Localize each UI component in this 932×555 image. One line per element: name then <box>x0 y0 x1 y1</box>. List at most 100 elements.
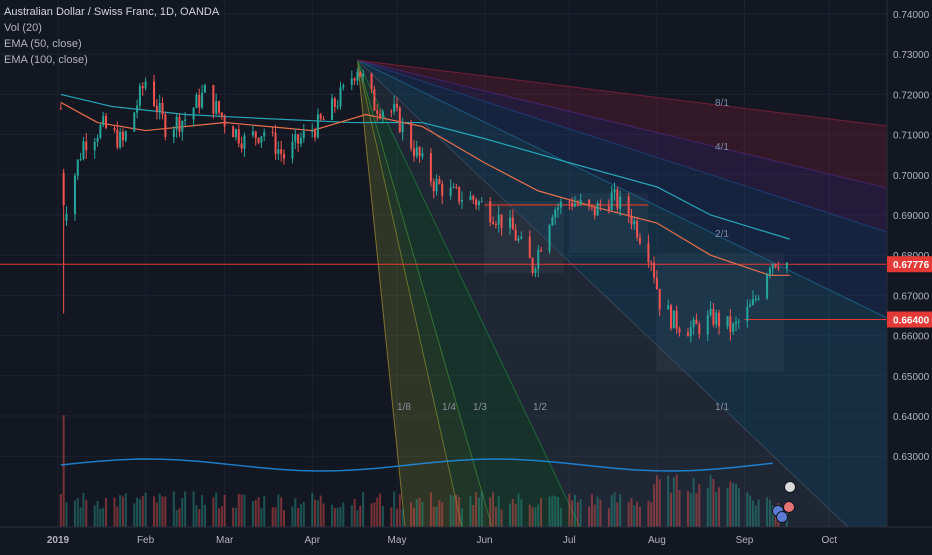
volume-bar <box>263 496 266 527</box>
candle-body <box>302 131 305 139</box>
volume-bar <box>616 502 619 527</box>
volume-bar <box>534 507 537 527</box>
candle <box>302 124 305 143</box>
candle-body <box>619 196 622 209</box>
volume-bar <box>353 498 356 527</box>
candle-body <box>489 201 492 223</box>
volume-bar <box>607 508 610 527</box>
candle-body <box>500 214 503 229</box>
candle-body <box>737 321 740 323</box>
candle <box>492 216 495 225</box>
volume-bar <box>254 499 257 527</box>
candle <box>571 197 574 211</box>
candle <box>178 113 181 137</box>
event-markers <box>772 481 796 523</box>
volume-bar <box>497 495 500 527</box>
candle-body <box>260 136 263 143</box>
candle-body <box>299 138 302 144</box>
candle-body <box>331 98 334 120</box>
price-tick-label: 0.74000 <box>893 10 930 21</box>
volume-bar <box>379 493 382 527</box>
candle-body <box>359 71 362 77</box>
candle-body <box>579 199 582 205</box>
candle <box>534 266 537 278</box>
candle <box>124 130 127 143</box>
candle-body <box>449 187 452 196</box>
candle-body <box>215 101 218 114</box>
candle <box>172 125 175 144</box>
volume-bar <box>540 497 543 527</box>
candle-body <box>178 116 181 132</box>
indicator-ema-100[interactable]: EMA (100, close) <box>4 54 88 66</box>
candle <box>627 193 630 224</box>
candle-body <box>220 112 223 117</box>
volume-bar <box>376 497 379 527</box>
candle <box>588 198 591 211</box>
volume-bar <box>568 493 571 527</box>
candle <box>299 132 302 148</box>
volume-bar <box>257 497 260 527</box>
candle-body <box>99 125 102 139</box>
volume-bar <box>410 502 413 527</box>
indicator-volume[interactable]: Vol (20) <box>4 22 42 34</box>
candle <box>376 104 379 122</box>
candle <box>240 136 243 153</box>
price-tick-label: 0.67000 <box>893 291 930 302</box>
candle-body <box>243 135 246 149</box>
candle <box>568 199 571 210</box>
candle <box>232 125 235 138</box>
indicator-ema-50[interactable]: EMA (50, close) <box>4 38 82 50</box>
volume-bar <box>670 492 673 527</box>
candle-body <box>93 141 96 151</box>
time-tick-label: May <box>388 535 407 546</box>
volume-bar <box>144 492 147 527</box>
candle <box>596 200 599 216</box>
candle <box>477 199 480 211</box>
volume-bar <box>746 492 749 527</box>
volume-bar <box>336 507 339 527</box>
volume-bar <box>401 508 404 527</box>
candle <box>647 234 650 268</box>
candle <box>138 82 141 110</box>
volume-bar <box>771 505 774 527</box>
candle <box>251 125 254 138</box>
candle <box>395 96 399 112</box>
candle <box>297 133 300 153</box>
candle <box>260 136 263 148</box>
time-tick-label: 2019 <box>47 535 70 546</box>
candle <box>749 299 752 308</box>
volume-bar <box>362 492 365 527</box>
gann-fan-line <box>356 60 493 528</box>
candle <box>59 103 62 110</box>
volume-bar <box>554 496 557 527</box>
volume-series <box>59 415 788 527</box>
candle-body <box>647 243 650 263</box>
volume-bar <box>105 497 108 527</box>
volume-bar <box>96 500 99 527</box>
fan-label: 1/3 <box>473 402 487 413</box>
candle-body <box>370 73 373 90</box>
event-marker-icon <box>784 481 796 493</box>
volume-bar <box>339 506 342 527</box>
candle-body <box>138 85 141 106</box>
volume-bar <box>415 499 418 527</box>
candle-body <box>590 206 593 208</box>
volume-bar <box>500 509 503 527</box>
fan-label: 2/1 <box>715 229 729 240</box>
candle-body <box>339 87 342 107</box>
marked-level-tag-bg <box>887 311 932 328</box>
volume-bar <box>593 504 596 527</box>
candle-body <box>124 131 127 141</box>
candle <box>675 305 678 335</box>
volume-bar <box>672 477 675 527</box>
volume-bar <box>237 493 240 527</box>
candle <box>195 92 198 109</box>
candle <box>119 127 122 150</box>
candle <box>136 99 139 119</box>
volume-bar <box>302 501 305 527</box>
volume-bar <box>314 499 317 527</box>
candle-body <box>322 118 325 120</box>
volume-bar <box>469 496 472 527</box>
candle-body <box>353 78 356 81</box>
